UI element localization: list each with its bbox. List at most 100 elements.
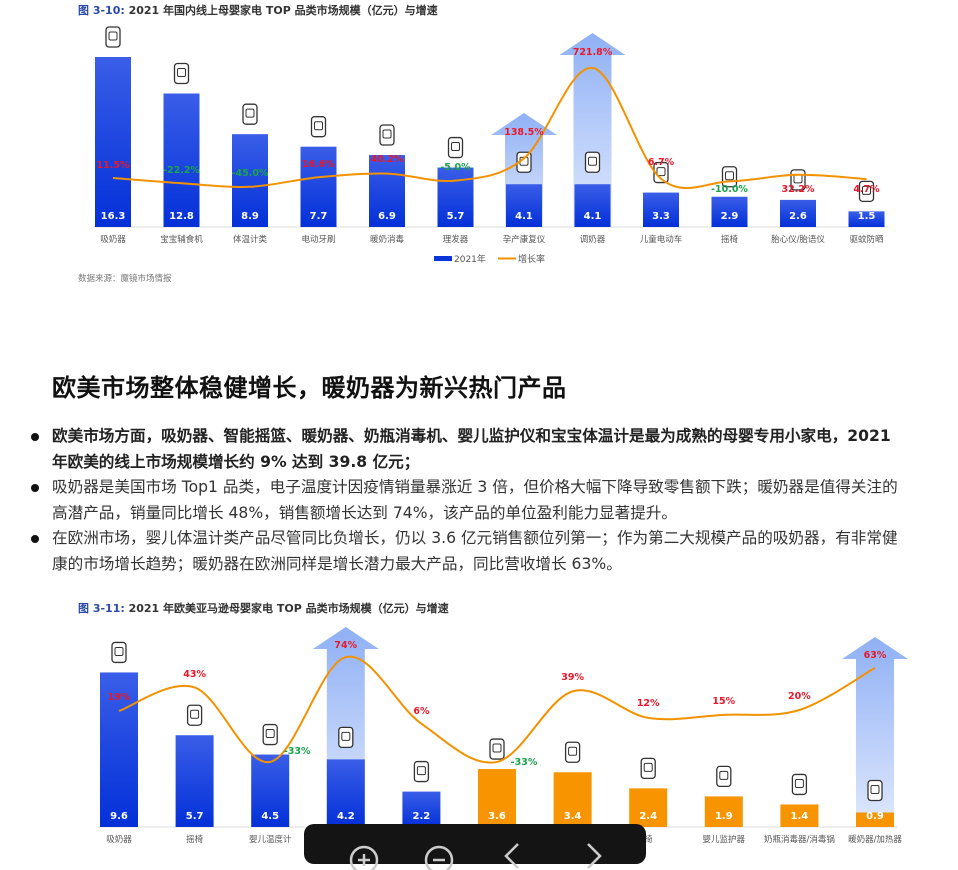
growth-line (118, 655, 876, 764)
figure-number: 图 3-11: (78, 602, 125, 615)
thermometer-gun-icon (262, 723, 278, 746)
bar (437, 167, 474, 227)
bottle-warmer-icon (338, 726, 354, 749)
thermometer-gun-icon (242, 103, 258, 125)
icon-body (262, 723, 278, 746)
sterilizer-icon (791, 773, 808, 796)
bar (251, 754, 290, 827)
category-label: 摇椅 (721, 234, 739, 245)
bar (175, 735, 214, 827)
viewer-toolbar (304, 824, 646, 870)
bar-value-label: 3.3 (652, 211, 670, 222)
breast-pump-icon (105, 26, 121, 48)
icon-detail (870, 785, 880, 795)
bar (553, 772, 592, 827)
growth-rate-label: 15% (712, 696, 735, 707)
bar-value-label: 1.5 (858, 211, 876, 222)
zoom-out-icon[interactable] (419, 840, 459, 870)
figure-title-text: 2021 年欧美亚马逊母婴家电 TOP 品类市场规模（亿元）与增速 (124, 602, 449, 615)
bar-value-label: 7.7 (310, 211, 328, 222)
bar-value-label: 9.6 (110, 811, 128, 822)
category-label: 孕产康复仪 (503, 234, 546, 245)
bullet-list: 欧美市场方面，吸奶器、智能摇篮、暖奶器、奶瓶消毒机、婴儿监护仪和宝宝体温计是最为… (28, 424, 908, 577)
growth-rate-label: 12% (637, 698, 660, 709)
icon-detail (725, 171, 734, 181)
icon-body (489, 738, 505, 760)
growth-rate-label: 74% (334, 640, 357, 651)
icon-detail (416, 766, 426, 776)
growth-rate-label: 40.2% (371, 154, 404, 165)
category-label: 电动牙刷 (301, 234, 335, 245)
next-icon[interactable] (574, 840, 614, 870)
icon-detail (265, 729, 275, 739)
growth-rate-label: 43% (183, 669, 206, 680)
category-label: 调奶器 (580, 234, 606, 245)
icon-body (791, 773, 808, 796)
highlight-arrow (842, 637, 908, 827)
bar (574, 184, 611, 227)
growth-rate-label: -45.0% (232, 168, 269, 179)
icon-detail (177, 67, 186, 77)
bar-value-label: 8.9 (241, 211, 259, 222)
growth-rate-label: -5.0% (440, 162, 471, 173)
category-label: 暖奶消毒 (370, 234, 405, 245)
legend-swatch-bar (434, 256, 452, 261)
icon-body (186, 704, 203, 726)
bar-value-label: 5.7 (447, 211, 465, 222)
previous-icon[interactable] (494, 840, 534, 870)
growth-rate-label: 6% (413, 706, 430, 717)
figure-number: 图 3-10: (78, 4, 125, 17)
bar (711, 196, 748, 227)
bar-value-label: 3.4 (564, 811, 582, 822)
formula-maker-icon (584, 151, 601, 173)
icon-detail (719, 770, 729, 780)
bar (163, 93, 200, 227)
icon-body (867, 779, 883, 802)
growth-rate-label: 19% (108, 692, 131, 703)
growth-rate-label: 6.7% (648, 157, 675, 168)
growth-rate-label: -10.0% (711, 184, 748, 195)
icon-detail (588, 156, 597, 166)
growth-rate-label: 32.2% (782, 184, 815, 195)
bar-value-label: 3.6 (488, 811, 506, 822)
zoom-in-icon[interactable] (344, 840, 384, 870)
icon-body (105, 26, 121, 48)
bar (300, 146, 337, 227)
figure-title-text: 2021 年国内线上母婴家电 TOP 品类市场规模（亿元）与增速 (124, 4, 438, 17)
growth-rate-label: 16.6% (302, 159, 335, 170)
bar-value-label: 4.5 (261, 811, 279, 822)
icon-detail (492, 743, 502, 753)
icon-body (640, 757, 656, 780)
bar-value-label: 2.2 (413, 811, 431, 822)
bar-value-label: 4.2 (337, 811, 355, 822)
bar (232, 134, 268, 227)
electric-toothbrush-icon (310, 116, 327, 138)
bar (95, 56, 131, 228)
figure-1-title: 图 3-10: 2021 年国内线上母婴家电 TOP 品类市场规模（亿元）与增速 (78, 2, 438, 18)
growth-rate-label: 39% (561, 672, 584, 683)
bar (780, 199, 816, 227)
bar (326, 759, 365, 827)
icon-body (447, 136, 464, 159)
rocker-icon (186, 704, 203, 726)
sterilizer-icon (379, 124, 395, 146)
bar (402, 791, 441, 827)
icon-detail (862, 185, 871, 195)
repellent-icon (858, 180, 875, 203)
breast-pump-icon (111, 641, 127, 664)
bullet-item: 欧美市场方面，吸奶器、智能摇篮、暖奶器、奶瓶消毒机、婴儿监护仪和宝宝体温计是最为… (28, 424, 908, 475)
category-label: 理发器 (443, 234, 469, 245)
icon-body (413, 760, 430, 783)
bar (643, 192, 679, 227)
icon-detail (656, 167, 666, 177)
chart-figure-3-11: 9.6 吸奶器 5.7 摇椅 4.5 婴儿温度计 4.2 2.2 3.6 3.4 2.4 椅 1.9 婴儿… (99, 627, 908, 845)
category-label: 吸奶器 (106, 834, 132, 845)
icon-detail (568, 746, 578, 756)
bar (506, 184, 542, 227)
bullet-item: 吸奶器是美国市场 Top1 品类，电子温度计因疫情销量暴涨近 3 倍，但价格大幅… (28, 475, 908, 526)
category-label: 婴儿温度计 (249, 834, 292, 845)
bar (478, 769, 516, 827)
growth-rate-label: 11.5% (97, 160, 130, 171)
icon-body (310, 116, 327, 138)
